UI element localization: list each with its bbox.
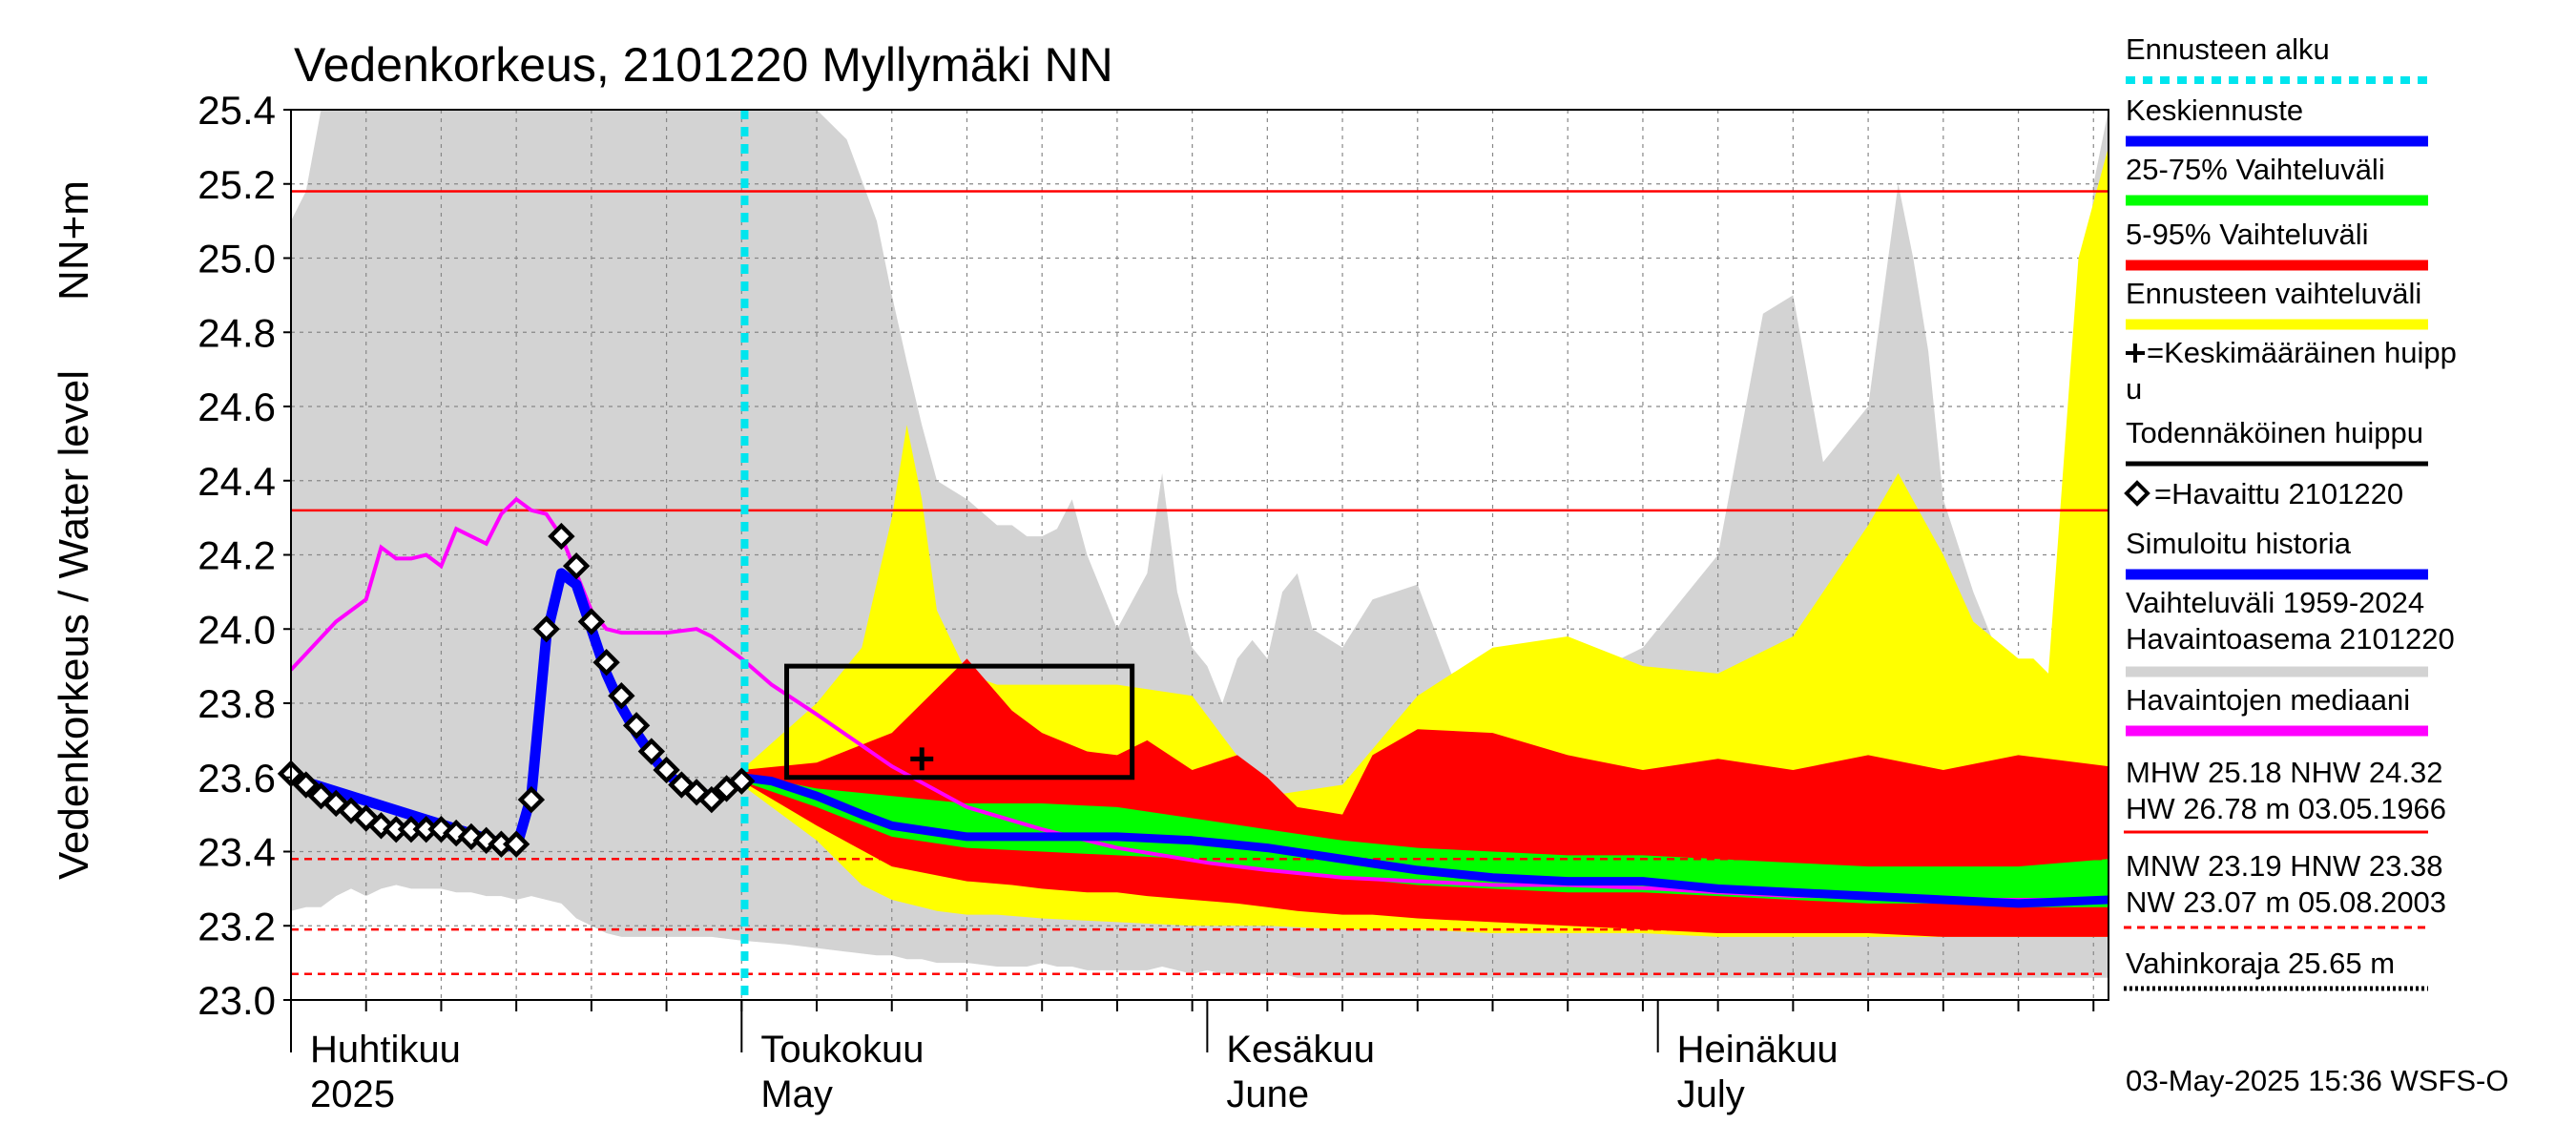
observed-point: [577, 608, 606, 635]
probable-peak-box: [784, 663, 1135, 781]
y-tick-label: 24.4: [197, 459, 276, 504]
footer-timestamp: 03-May-2025 15:36 WSFS-O: [2126, 1064, 2508, 1097]
observed-point: [562, 552, 591, 580]
legend-label: Simuloitu historia: [2126, 527, 2352, 560]
observed-point: [592, 649, 620, 677]
observed-point: [682, 779, 711, 806]
observed-point: [352, 804, 380, 832]
observed-point: [622, 712, 651, 739]
stats-damage-limit: Vahinkoraja 25.65 m: [2126, 947, 2395, 980]
observed-point: [608, 682, 635, 710]
legend-label: Ennusteen alku: [2126, 32, 2330, 66]
month-label-en: June: [1226, 1073, 1309, 1115]
observed-point: [472, 826, 500, 855]
y-tick-label: 24.6: [197, 385, 276, 429]
y-tick-label: 23.8: [197, 681, 276, 726]
y-tick-label: 23.4: [197, 830, 276, 875]
chart-title: Vedenkorkeus, 2101220 Myllymäki NN: [294, 38, 1113, 92]
legend-label: 25-75% Vaihteluväli: [2126, 153, 2385, 186]
y-tick-label: 25.4: [197, 88, 276, 133]
month-label-fi: Huhtikuu: [310, 1029, 461, 1071]
y-tick-label: 23.0: [197, 978, 276, 1023]
observed-point: [292, 771, 320, 799]
mean-peak-marker: [910, 747, 934, 771]
observed-point: [457, 822, 486, 851]
stats-mnw-hnw: MNW 23.19 HNW 23.38: [2126, 849, 2443, 883]
legend-label: Ennusteen vaihteluväli: [2126, 277, 2421, 310]
forecast-range-band: [741, 146, 2109, 937]
forecast-median-line: [740, 773, 2109, 908]
legend-label: =Havaittu 2101220: [2154, 477, 2403, 510]
y-axis-label: Vedenkorkeus / Water level: [51, 370, 97, 880]
month-label-en: May: [760, 1073, 833, 1115]
plot-clipped-group: [291, 110, 2109, 1000]
legend-label: Keskiennuste: [2126, 94, 2303, 127]
y-axis: 25.4 25.2 25.0 24.8 24.6 24.4 24.2 24.0 23.8 23.6…: [197, 88, 291, 1023]
observed-point: [443, 819, 470, 847]
legend-label: 5-95% Vaihteluväli: [2126, 218, 2368, 251]
month-label-fi: Toukokuu: [760, 1029, 924, 1071]
y-tick-label: 24.2: [197, 533, 276, 578]
observed-point: [322, 789, 350, 818]
y-tick-label: 24.8: [197, 310, 276, 355]
observed-point: [668, 771, 696, 799]
observed-point: [307, 782, 335, 810]
legend-label: =Keskimääräinen huipp: [2147, 336, 2457, 369]
legend-label-cont: u: [2126, 372, 2142, 406]
observed-point: [653, 756, 680, 784]
plot-area: [277, 109, 2109, 1001]
observed-point: [532, 615, 560, 643]
y-tick-label: 25.2: [197, 162, 276, 207]
legend-label: Todennäköinen huippu: [2126, 416, 2423, 449]
legend-label: Havaintojen mediaani: [2126, 683, 2410, 717]
stats-mhw-nhw: MHW 25.18 NHW 24.32: [2126, 756, 2443, 789]
legend: Ennusteen alku Keskiennuste 25-75% Vaihtel…: [2124, 32, 2457, 737]
y-tick-label: 23.6: [197, 756, 276, 801]
observed-median-line: [291, 496, 2109, 902]
observed-point: [697, 785, 726, 814]
month-label-en: 2025: [310, 1073, 395, 1115]
y-tick-label: 23.2: [197, 904, 276, 948]
observed-point: [548, 522, 575, 551]
observed-point: [502, 830, 530, 858]
month-label-fi: Heinäkuu: [1677, 1029, 1839, 1071]
observed-point: [517, 785, 546, 814]
month-label-fi: Kesäkuu: [1226, 1029, 1375, 1071]
observed-point: [637, 738, 666, 765]
legend-label-cont: Havaintoasema 2101220: [2126, 622, 2455, 656]
y-tick-label: 24.0: [197, 607, 276, 652]
stats-hw: HW 26.78 m 03.05.1966: [2126, 792, 2446, 825]
stats-nw: NW 23.07 m 05.08.2003: [2126, 885, 2446, 919]
legend-swatch-observed: [2124, 480, 2150, 507]
y-axis-unit: NN+m: [51, 180, 97, 301]
observed-point: [728, 767, 756, 795]
legend-label: Vaihteluväli 1959-2024: [2126, 586, 2424, 619]
legend-swatch-mean-peak: [2126, 344, 2145, 363]
month-label-en: July: [1677, 1073, 1745, 1115]
y-tick-label: 25.0: [197, 237, 276, 281]
band-25-75: [741, 773, 2109, 907]
